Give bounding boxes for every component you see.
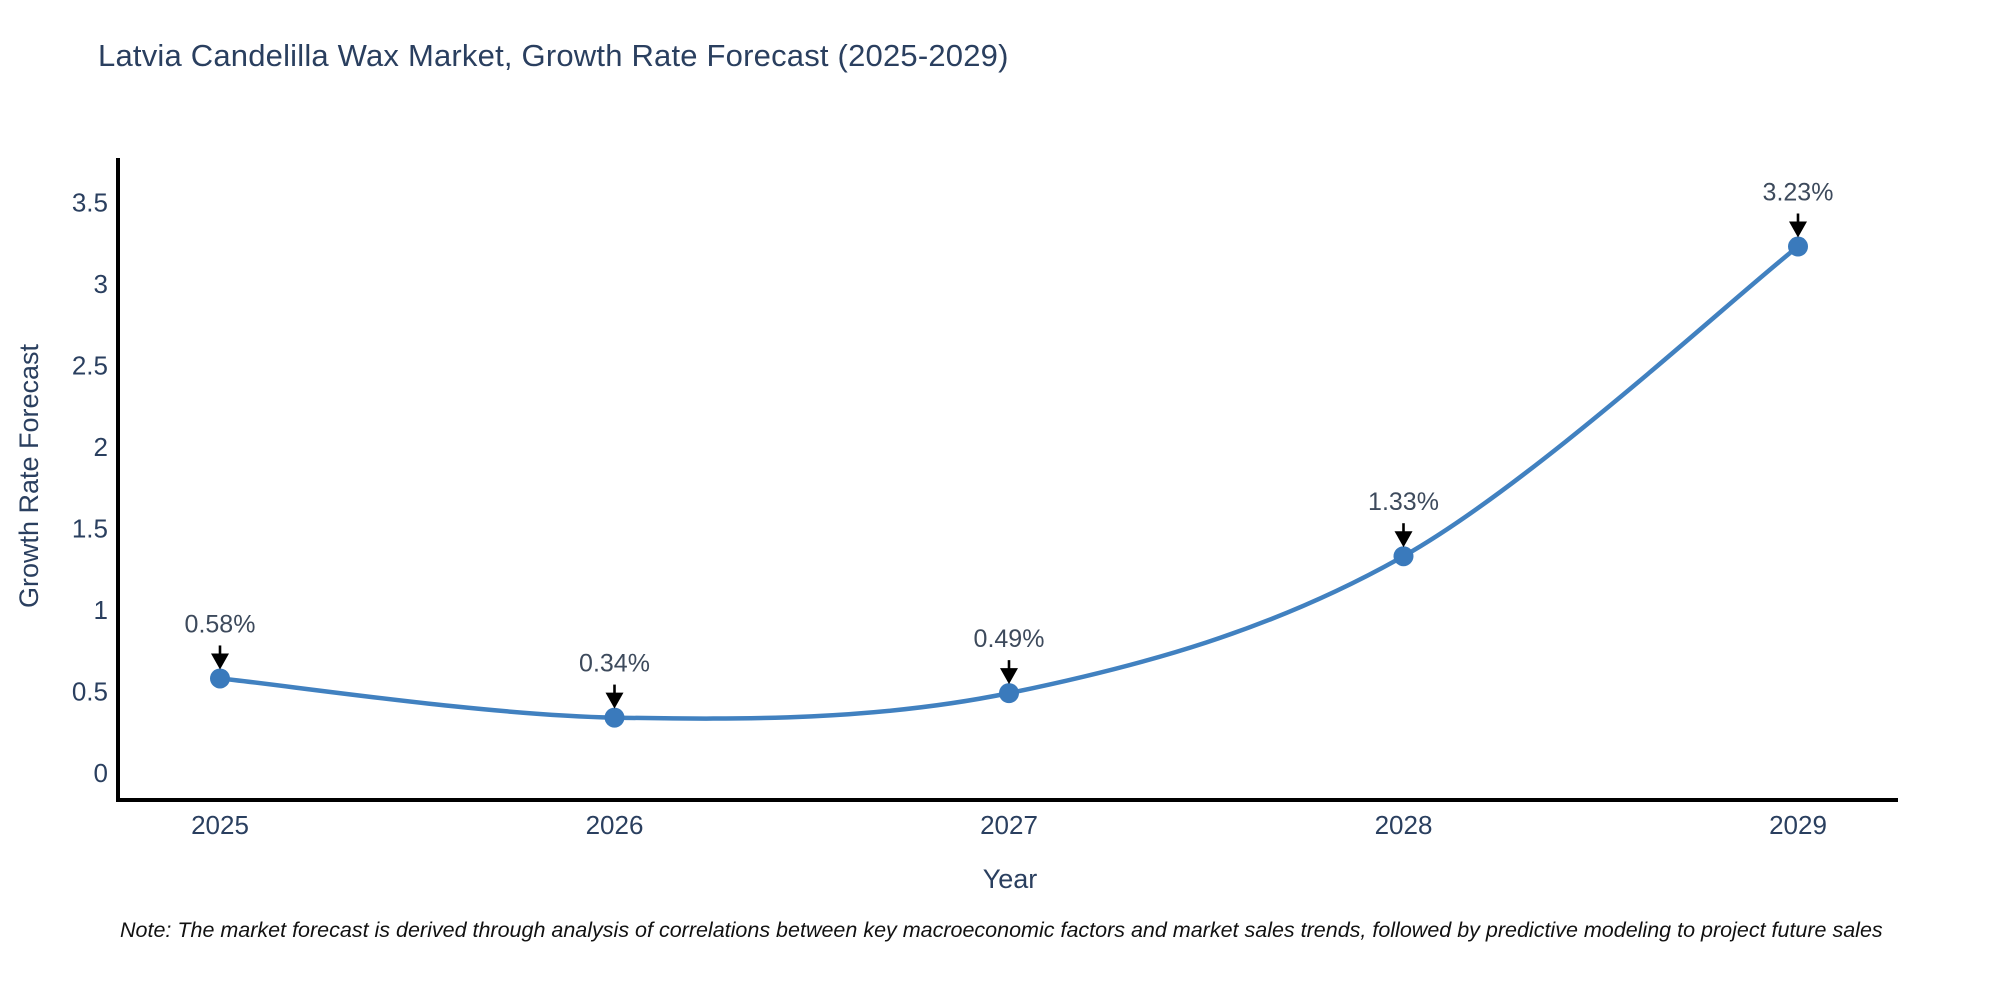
annotation-arrowhead-icon [605,692,624,709]
y-tick-label: 2 [94,432,108,462]
annotation-arrowhead-icon [1394,531,1413,548]
y-tick-label: 1 [94,595,108,625]
data-point-marker [604,707,625,728]
point-value-label: 3.23% [1763,179,1834,207]
data-point-marker [1788,236,1808,257]
x-tick-label: 2029 [1769,810,1827,840]
point-value-label: 0.49% [974,625,1045,653]
point-value-label: 0.58% [185,610,256,638]
y-tick-label: 3 [94,269,108,299]
point-value-label: 0.34% [579,650,650,678]
annotation-arrowhead-icon [211,653,229,670]
y-tick-label: 0.5 [72,677,108,707]
y-tick-label: 1.5 [72,514,108,544]
chart-title: Latvia Candelilla Wax Market, Growth Rat… [98,38,1009,73]
annotation-arrowhead-icon [1000,668,1018,685]
y-tick-label: 0 [94,758,108,788]
footnote: Note: The market forecast is derived thr… [120,918,1883,942]
y-tick-label: 2.5 [72,351,108,381]
y-tick-label: 3.5 [72,188,108,218]
forecast-line [217,244,1801,721]
data-point-marker [999,683,1019,704]
data-point-marker [1393,546,1414,567]
x-tick-label: 2027 [980,810,1038,840]
point-value-label: 1.33% [1368,488,1439,516]
x-tick-label: 2028 [1375,810,1433,840]
annotation-arrowhead-icon [1789,221,1807,238]
y-axis-title: Growth Rate Forecast [14,343,44,608]
data-point-marker [210,668,230,689]
x-axis-title: Year [983,864,1038,894]
x-tick-label: 2025 [191,810,249,840]
x-tick-label: 2026 [586,810,644,840]
